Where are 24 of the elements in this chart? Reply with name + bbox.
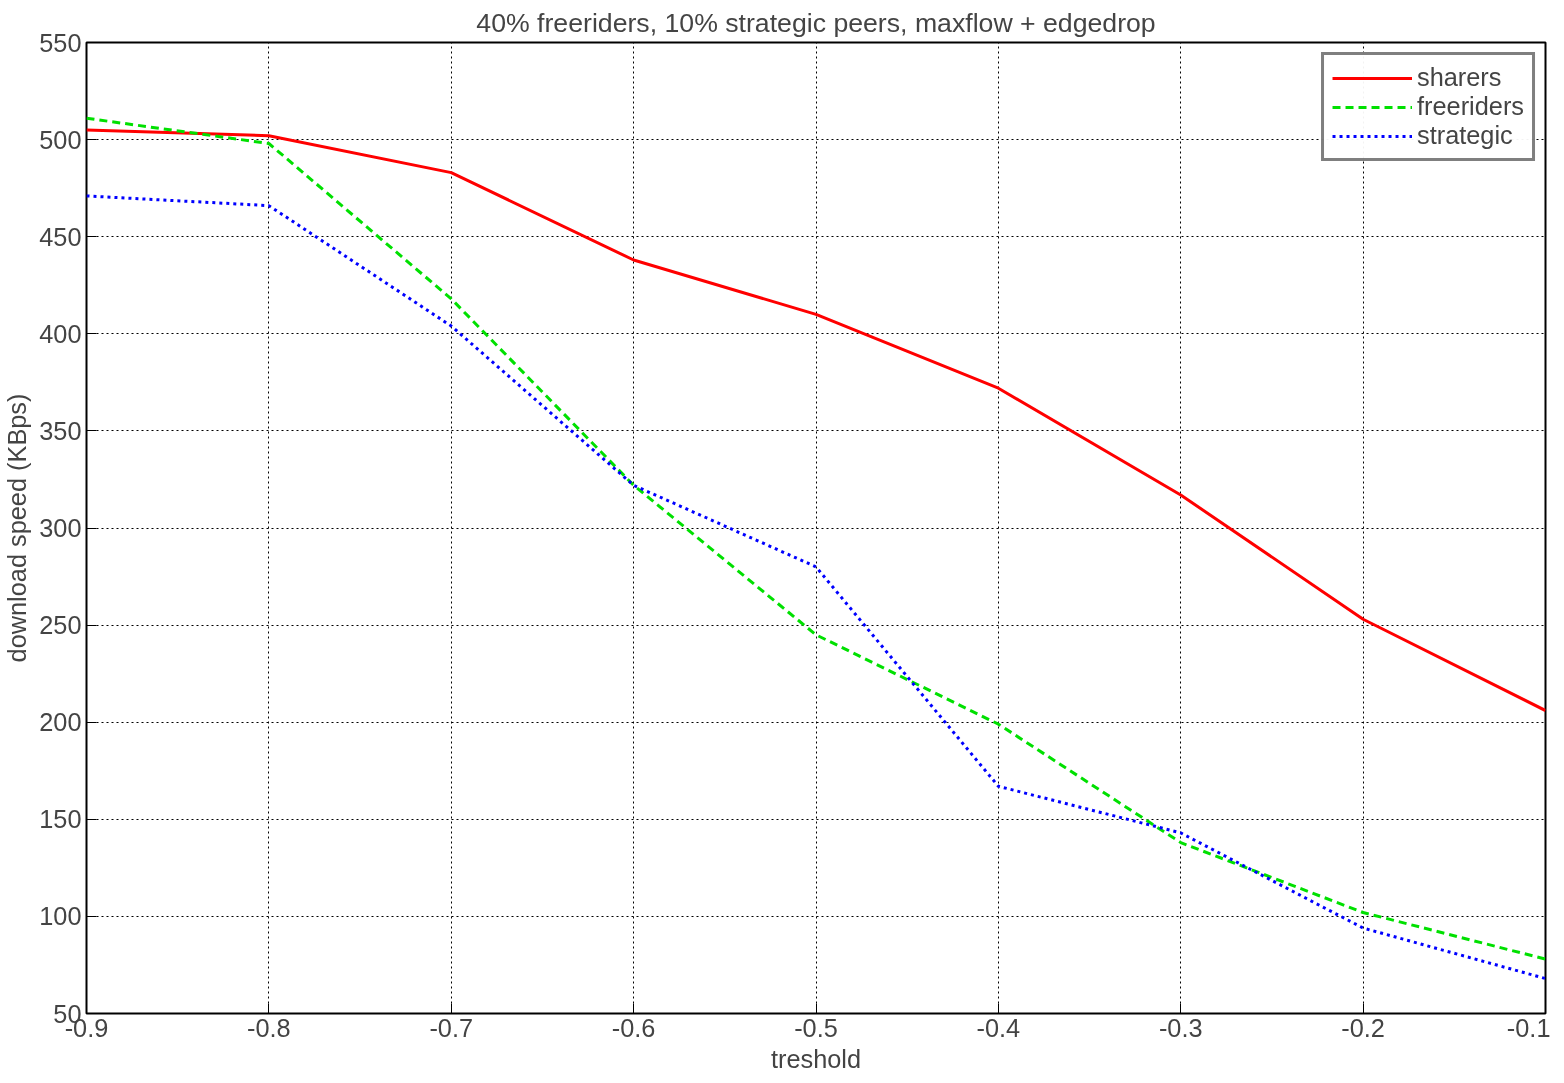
- legend-label: sharers: [1417, 63, 1502, 92]
- x-tick-label: -0.5: [794, 1013, 838, 1042]
- y-tick-label: 250: [39, 611, 82, 640]
- y-axis-title: download speed (KBps): [3, 393, 32, 663]
- y-tick-label: 150: [39, 805, 82, 834]
- chart-title: 40% freeriders, 10% strategic peers, maxflow + edgedrop: [476, 7, 1156, 38]
- y-tick-label: 500: [39, 125, 82, 154]
- x-tick-label: -0.2: [1341, 1013, 1385, 1042]
- x-tick-label: -0.4: [976, 1013, 1021, 1042]
- y-tick-label: 300: [39, 514, 82, 542]
- y-tick-label: 550: [39, 28, 82, 57]
- y-tick-label: 350: [39, 416, 82, 445]
- legend-label: freeriders: [1417, 92, 1524, 121]
- x-tick-label: -0.7: [429, 1013, 474, 1042]
- x-tick-label: -0.3: [1158, 1013, 1203, 1042]
- x-axis-title: treshold: [770, 1044, 862, 1073]
- y-tick-label: 100: [39, 902, 82, 931]
- x-tick-label: -0.1: [1506, 1013, 1551, 1042]
- x-tick-label: -0.8: [247, 1013, 291, 1042]
- legend-label: strategic: [1417, 121, 1513, 150]
- x-tick-label: -0.6: [611, 1013, 656, 1042]
- y-tick-label: 400: [39, 319, 82, 348]
- y-tick-label: 200: [39, 708, 82, 737]
- y-tick-label: 450: [39, 222, 82, 251]
